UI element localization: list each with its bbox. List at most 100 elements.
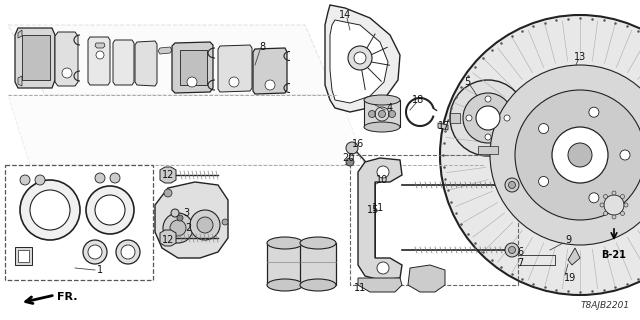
Circle shape xyxy=(110,173,120,183)
Polygon shape xyxy=(253,48,287,94)
Polygon shape xyxy=(15,28,55,88)
Polygon shape xyxy=(267,243,303,285)
Circle shape xyxy=(515,90,640,220)
Polygon shape xyxy=(358,278,402,292)
Text: 15: 15 xyxy=(367,205,379,215)
Text: 17: 17 xyxy=(438,121,450,131)
Polygon shape xyxy=(160,167,176,183)
Circle shape xyxy=(600,203,604,207)
Circle shape xyxy=(265,80,275,90)
Polygon shape xyxy=(180,50,207,85)
Circle shape xyxy=(20,180,80,240)
Bar xyxy=(595,188,633,223)
Ellipse shape xyxy=(300,237,336,249)
Circle shape xyxy=(589,107,599,117)
Circle shape xyxy=(620,150,630,160)
Circle shape xyxy=(377,166,389,178)
Polygon shape xyxy=(478,146,498,154)
Polygon shape xyxy=(172,42,213,93)
Text: 5: 5 xyxy=(464,77,470,87)
Text: B-21: B-21 xyxy=(602,250,627,260)
Polygon shape xyxy=(22,35,50,80)
Circle shape xyxy=(378,110,385,117)
Circle shape xyxy=(62,68,72,78)
Text: 12: 12 xyxy=(162,235,174,245)
Circle shape xyxy=(539,124,548,133)
Polygon shape xyxy=(330,20,388,103)
Polygon shape xyxy=(8,25,335,95)
Circle shape xyxy=(485,96,491,102)
Circle shape xyxy=(612,191,616,195)
Circle shape xyxy=(485,134,491,140)
Polygon shape xyxy=(55,32,78,86)
Circle shape xyxy=(96,51,104,59)
Circle shape xyxy=(163,213,193,243)
Text: 13: 13 xyxy=(574,52,586,62)
Text: 16: 16 xyxy=(352,139,364,149)
Circle shape xyxy=(509,181,515,188)
Ellipse shape xyxy=(364,95,400,105)
Circle shape xyxy=(552,127,608,183)
Circle shape xyxy=(466,115,472,121)
Circle shape xyxy=(20,175,30,185)
Circle shape xyxy=(621,195,625,198)
Ellipse shape xyxy=(267,279,303,291)
Circle shape xyxy=(35,175,45,185)
Circle shape xyxy=(229,77,239,87)
Text: 10: 10 xyxy=(376,175,388,185)
Circle shape xyxy=(95,195,125,225)
Text: 4: 4 xyxy=(387,103,393,113)
Ellipse shape xyxy=(300,279,336,291)
Circle shape xyxy=(369,110,376,117)
Circle shape xyxy=(612,215,616,219)
Text: 8: 8 xyxy=(259,42,265,52)
Polygon shape xyxy=(218,45,252,92)
Text: 9: 9 xyxy=(565,235,571,245)
Circle shape xyxy=(377,262,389,274)
Circle shape xyxy=(589,193,599,203)
Polygon shape xyxy=(438,123,448,130)
Text: T8AJB2201: T8AJB2201 xyxy=(581,301,630,310)
Circle shape xyxy=(539,176,548,187)
Circle shape xyxy=(463,93,513,143)
Circle shape xyxy=(83,240,107,264)
Bar xyxy=(5,165,153,280)
Circle shape xyxy=(164,189,172,197)
Text: 11: 11 xyxy=(372,203,384,213)
Circle shape xyxy=(86,186,134,234)
Circle shape xyxy=(348,46,372,70)
Circle shape xyxy=(190,210,220,240)
Circle shape xyxy=(624,203,628,207)
Circle shape xyxy=(490,65,640,245)
Polygon shape xyxy=(158,47,172,54)
Text: 19: 19 xyxy=(564,273,576,283)
Circle shape xyxy=(604,212,607,215)
Circle shape xyxy=(354,52,366,64)
Polygon shape xyxy=(300,243,336,285)
Bar xyxy=(350,155,518,285)
Circle shape xyxy=(197,217,213,233)
Circle shape xyxy=(621,212,625,215)
Circle shape xyxy=(187,77,197,87)
Circle shape xyxy=(440,15,640,295)
Circle shape xyxy=(476,106,500,130)
Circle shape xyxy=(504,115,510,121)
Text: 18: 18 xyxy=(412,95,424,105)
Circle shape xyxy=(222,219,228,225)
Polygon shape xyxy=(568,248,580,265)
Text: 2: 2 xyxy=(185,223,191,233)
Text: 11: 11 xyxy=(354,283,366,293)
Text: 20: 20 xyxy=(342,153,354,163)
Text: 7: 7 xyxy=(517,258,523,268)
Polygon shape xyxy=(95,43,105,48)
Circle shape xyxy=(30,190,70,230)
Polygon shape xyxy=(160,230,176,246)
Circle shape xyxy=(177,215,183,221)
Circle shape xyxy=(116,240,140,264)
Polygon shape xyxy=(325,5,400,112)
Polygon shape xyxy=(408,265,445,292)
Circle shape xyxy=(604,195,607,198)
Circle shape xyxy=(346,142,358,154)
Circle shape xyxy=(505,243,519,257)
Polygon shape xyxy=(15,247,32,265)
